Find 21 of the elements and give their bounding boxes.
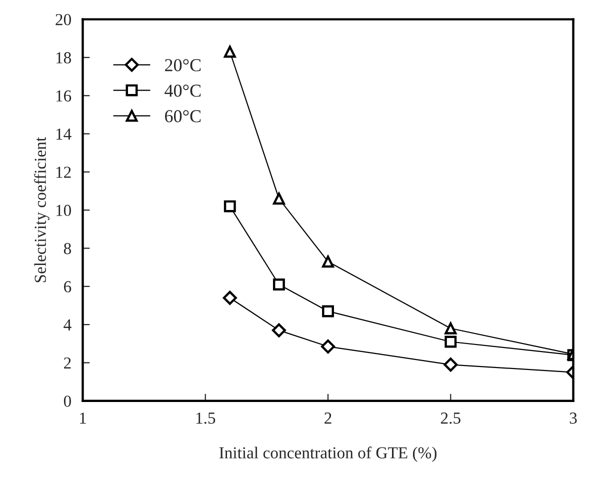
x-tick-label: 1 [80, 412, 86, 424]
x-axis-title: Initial concentration of GTE (%) [219, 446, 436, 462]
y-tick-label: 10 [56, 204, 71, 216]
y-tick-label: 2 [64, 357, 71, 369]
y-tick-label: 12 [56, 166, 71, 178]
legend-label: 40°C [164, 84, 201, 97]
legend-label: 20°C [165, 59, 201, 72]
y-tick-label: 20 [56, 14, 71, 26]
y-tick-label: 0 [64, 396, 71, 407]
y-tick-label: 8 [64, 242, 71, 254]
y-axis-title: Selectivity coefficient [34, 137, 50, 282]
y-tick-label: 4 [64, 319, 72, 330]
x-tick-label: 2 [324, 412, 332, 424]
y-tick-label: 6 [64, 281, 72, 292]
y-tick-label: 16 [56, 90, 72, 102]
x-tick-label: 2.5 [440, 412, 460, 424]
legend-label: 60°C [165, 110, 201, 122]
y-tick-label: 18 [56, 52, 71, 64]
x-tick-label: 1.5 [196, 412, 216, 424]
y-tick-label: 14 [56, 128, 72, 140]
x-tick-label: 3 [570, 412, 577, 424]
